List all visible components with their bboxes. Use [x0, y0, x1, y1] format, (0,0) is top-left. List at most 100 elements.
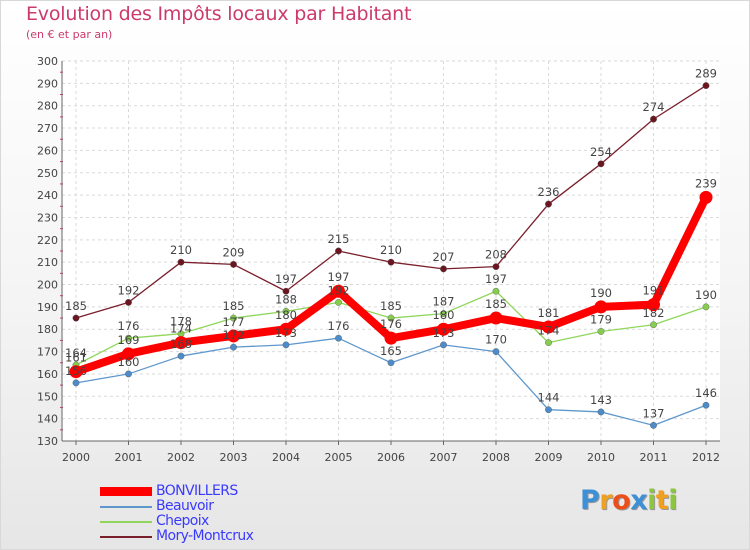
legend-item-bonvillers[interactable]: BONVILLERS	[100, 483, 350, 499]
data-label-bonvillers: 180	[275, 308, 297, 322]
data-point-chepoix	[335, 299, 342, 306]
data-label-bonvillers: 180	[433, 308, 455, 322]
data-label-chepoix: 187	[433, 295, 455, 309]
logo-letter: P	[580, 485, 600, 516]
data-point-mory-montcrux	[72, 314, 80, 322]
x-tick-label: 2002	[167, 451, 195, 464]
y-tick-label: 170	[37, 346, 58, 359]
data-label-bonvillers: 197	[328, 270, 350, 284]
data-label-chepoix: 182	[643, 306, 665, 320]
data-point-bonvillers	[437, 322, 450, 336]
data-label-bonvillers: 191	[643, 284, 665, 298]
data-point-chepoix	[440, 310, 447, 317]
logo-letter: r	[599, 485, 613, 516]
data-point-beauvoir	[177, 352, 185, 360]
data-label-chepoix: 185	[223, 299, 245, 313]
data-label-mory-montcrux: 236	[538, 185, 560, 199]
x-tick-label: 2008	[482, 451, 510, 464]
proxiti-logo: Proxiti	[580, 485, 678, 516]
data-point-beauvoir	[387, 359, 395, 367]
data-label-bonvillers: 181	[538, 306, 560, 320]
data-point-bonvillers	[489, 311, 503, 325]
data-label-beauvoir: 137	[643, 406, 665, 420]
data-label-mory-montcrux: 207	[433, 250, 455, 264]
x-tick-label: 2004	[272, 451, 300, 464]
legend-item-chepoix[interactable]: Chepoix	[100, 513, 350, 529]
data-label-chepoix: 174	[538, 324, 560, 338]
chart-subtitle: (en € et par an)	[26, 28, 113, 41]
legend-swatch-bonvillers	[100, 487, 152, 496]
data-point-bonvillers	[594, 300, 608, 314]
y-tick-label: 290	[37, 77, 58, 90]
data-label-beauvoir: 143	[590, 393, 612, 407]
legend-label-beauvoir: Beauvoir	[156, 498, 214, 514]
data-label-mory-montcrux: 210	[380, 243, 402, 257]
data-label-mory-montcrux: 215	[328, 232, 350, 246]
data-label-mory-montcrux: 210	[170, 243, 192, 257]
x-tick-label: 2012	[692, 451, 720, 464]
legend-swatch-mory-montcrux	[100, 536, 152, 538]
data-label-mory-montcrux: 274	[643, 100, 665, 114]
x-tick-label: 2001	[115, 451, 143, 464]
data-label-chepoix: 188	[275, 292, 297, 306]
data-label-beauvoir: 165	[380, 344, 402, 358]
data-point-beauvoir	[125, 370, 132, 378]
data-point-beauvoir	[72, 379, 80, 387]
y-tick-label: 270	[37, 122, 58, 135]
data-point-bonvillers	[332, 284, 345, 298]
data-point-bonvillers	[122, 347, 135, 361]
data-point-chepoix	[650, 321, 657, 329]
data-point-beauvoir	[545, 406, 552, 414]
y-tick-label: 280	[37, 100, 58, 113]
data-label-beauvoir: 160	[118, 355, 140, 369]
data-point-mory-montcrux	[650, 115, 657, 123]
data-label-bonvillers: 176	[380, 317, 402, 331]
data-point-chepoix	[282, 307, 290, 315]
data-point-bonvillers	[279, 322, 293, 336]
data-label-bonvillers: 185	[485, 297, 507, 311]
data-point-mory-montcrux	[702, 82, 710, 89]
data-point-chepoix	[387, 314, 395, 322]
data-point-chepoix	[545, 339, 552, 347]
legend-label-chepoix: Chepoix	[156, 513, 209, 529]
data-label-beauvoir: 172	[223, 328, 245, 342]
y-tick-label: 220	[37, 234, 58, 247]
data-label-chepoix: 197	[485, 272, 507, 286]
data-label-beauvoir: 173	[275, 326, 297, 340]
data-point-beauvoir	[335, 334, 342, 342]
chart-title: Evolution des Impôts locaux par Habitant	[26, 3, 412, 25]
data-point-beauvoir	[702, 401, 710, 409]
y-tick-label: 140	[37, 413, 58, 426]
data-point-beauvoir	[440, 341, 447, 349]
data-label-mory-montcrux: 197	[275, 272, 297, 286]
data-point-mory-montcrux	[440, 265, 447, 273]
y-tick-label: 180	[37, 323, 58, 336]
data-label-beauvoir: 144	[538, 391, 560, 405]
y-tick-label: 190	[37, 301, 58, 314]
data-point-mory-montcrux	[177, 258, 185, 266]
logo-letter: i	[647, 485, 656, 516]
data-label-mory-montcrux: 185	[65, 299, 87, 313]
data-label-beauvoir: 176	[328, 319, 350, 333]
data-point-beauvoir	[597, 408, 605, 416]
data-point-mory-montcrux	[335, 247, 342, 255]
logo-letter: i	[668, 485, 678, 516]
data-point-chepoix	[597, 328, 605, 335]
data-point-mory-montcrux	[282, 287, 290, 295]
data-label-mory-montcrux: 254	[590, 145, 612, 159]
data-label-bonvillers: 190	[590, 286, 612, 300]
data-label-chepoix: 192	[328, 283, 350, 297]
data-point-bonvillers	[174, 336, 188, 350]
legend-item-beauvoir[interactable]: Beauvoir	[100, 498, 350, 514]
data-label-bonvillers: 177	[223, 315, 245, 329]
data-point-mory-montcrux	[597, 160, 605, 168]
y-tick-label: 240	[37, 189, 58, 202]
x-tick-label: 2010	[587, 451, 615, 464]
data-label-mory-montcrux: 192	[118, 283, 140, 297]
legend-item-mory-montcrux[interactable]: Mory-Montcrux	[100, 528, 350, 544]
y-tick-label: 210	[37, 256, 58, 269]
x-tick-label: 2000	[62, 451, 90, 464]
data-point-chepoix	[230, 314, 237, 322]
data-label-bonvillers: 169	[118, 333, 140, 347]
data-label-beauvoir: 168	[170, 337, 192, 351]
